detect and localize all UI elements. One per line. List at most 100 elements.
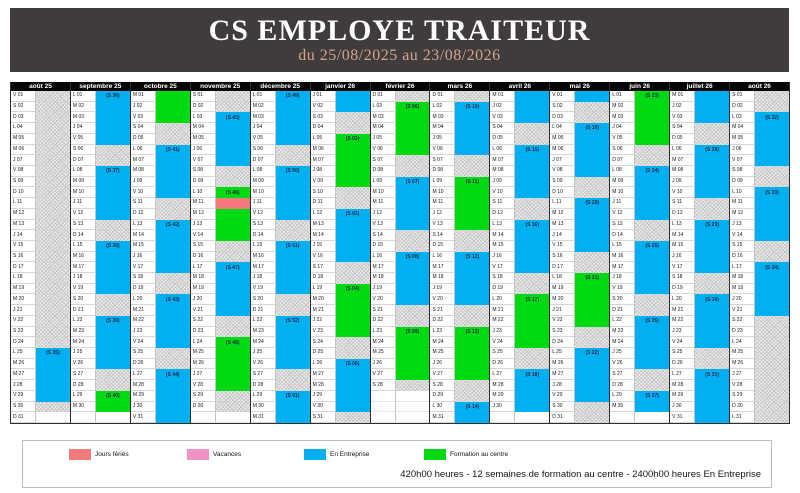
day-label-cell: V 03 <box>670 112 696 124</box>
day-row: D 25 <box>310 348 370 359</box>
day-label-cell: M 18 <box>730 273 756 284</box>
day-row: M 23 <box>70 326 130 338</box>
week-number-label: (S 30) <box>705 296 719 303</box>
day-status-cell <box>36 187 70 199</box>
day-status-cell <box>335 123 370 134</box>
day-label-cell: J 16 <box>130 251 156 263</box>
week-number-label: (S 02) <box>345 136 360 143</box>
day-label-cell: D 26 <box>490 358 516 370</box>
month-header: octobre 25 <box>130 82 190 91</box>
day-label-cell: S 24 <box>310 337 336 349</box>
day-row: L 30 (S 14) <box>430 401 490 413</box>
day-label-cell: L 10 <box>190 187 216 199</box>
day-label-cell: J 27 <box>730 369 756 381</box>
day-label-cell: J 11 <box>250 198 276 209</box>
day-row: D 31 <box>550 412 610 423</box>
day-row: M 12 <box>550 208 610 220</box>
day-label-cell: V 10 <box>490 187 516 199</box>
day-label-cell: L 11 <box>550 198 576 209</box>
day-row: J 11 <box>250 198 310 209</box>
day-row: D 14 <box>70 230 130 241</box>
day-row: D 11 <box>310 198 370 209</box>
day-status-cell <box>215 123 250 134</box>
day-row: J 26 <box>370 358 430 370</box>
day-row: V 21 <box>730 305 789 316</box>
day-row: M 05 <box>190 133 250 145</box>
month-body: L 01 (S 49) M 02 M 03 J 04 V 05 S 06 D 07 L 08 (S… <box>250 91 310 424</box>
day-row: M 17 <box>430 262 490 274</box>
day-row: S 22 <box>190 315 250 327</box>
day-row: S 21 <box>430 305 490 316</box>
day-status-cell <box>155 123 190 134</box>
day-status-cell <box>335 412 370 423</box>
day-label-cell: L 13 <box>130 219 156 231</box>
week-number-label: (S 21) <box>585 275 600 282</box>
day-row: J 19 <box>430 283 490 295</box>
day-status-cell <box>155 390 190 402</box>
day-status-cell <box>395 187 430 199</box>
day-label-cell: S 27 <box>70 369 96 381</box>
day-status-cell <box>635 283 670 295</box>
day-label-cell: M 10 <box>610 187 636 199</box>
day-status-cell <box>635 208 670 220</box>
day-status-cell <box>395 380 430 391</box>
day-row: V 07 <box>190 155 250 166</box>
day-row: L 22 (S 39) <box>70 315 130 327</box>
day-status-cell <box>455 337 490 349</box>
day-row: L 03 (S 45) <box>190 112 250 124</box>
month-column: août 25 V 01 S 02 D 03 L 04 M 05 M 06 J 07 V 08 S… <box>10 82 71 424</box>
day-row: M 22 <box>670 315 730 327</box>
day-label-cell: S 13 <box>610 219 636 231</box>
day-label-cell: L 27 <box>670 369 696 381</box>
day-status-cell <box>755 380 789 391</box>
day-status-cell: (S 30) <box>695 294 730 306</box>
day-status-cell <box>755 390 789 402</box>
day-label-cell: M 19 <box>550 283 576 295</box>
day-label-cell: D 02 <box>190 101 216 113</box>
day-row: D 23 <box>730 326 789 338</box>
day-row: J 06 <box>730 144 789 156</box>
day-row: M 11 <box>190 198 250 209</box>
day-row: S 23 <box>550 326 610 338</box>
day-label-cell: V 13 <box>370 219 396 231</box>
day-status-cell <box>515 123 550 134</box>
day-row: M 10 <box>430 187 490 199</box>
day-label-cell: L 31 <box>730 412 756 423</box>
day-status-cell <box>515 208 550 220</box>
day-row: V 27 <box>370 369 430 381</box>
day-status-cell <box>155 176 190 188</box>
day-label-cell: M 06 <box>11 144 36 156</box>
day-status-cell <box>455 208 490 220</box>
day-row: M 15 <box>130 240 190 252</box>
day-label-cell: J 19 <box>370 283 396 295</box>
day-status-cell <box>36 294 70 306</box>
day-label-cell: J 09 <box>130 176 156 188</box>
day-status-cell <box>215 348 250 359</box>
day-label-cell: M 19 <box>190 283 216 295</box>
day-status-cell <box>275 208 310 220</box>
day-label-cell: M 04 <box>730 123 756 134</box>
day-row: S 07 <box>430 155 490 166</box>
day-row: L 18 <box>11 273 70 284</box>
day-status-cell <box>95 230 130 241</box>
week-number-label: (S 29) <box>705 221 719 228</box>
day-label-cell: L 13 <box>670 219 696 231</box>
day-status-cell: (S 08) <box>395 251 430 263</box>
day-row: V 17 <box>130 262 190 274</box>
day-status-cell: (S 09) <box>395 326 430 338</box>
day-label-cell: J 15 <box>310 240 336 252</box>
day-status-cell: (S 13) <box>455 326 490 338</box>
day-status-cell: (S 28) <box>695 144 730 156</box>
day-row: L 15 (S 25) <box>610 240 670 252</box>
day-row: J 21 <box>550 305 610 316</box>
day-label-cell: S 06 <box>610 144 636 156</box>
day-row <box>370 412 430 423</box>
day-row: V 07 <box>730 155 789 166</box>
day-status-cell <box>275 401 310 413</box>
day-row: S 03 <box>310 112 370 124</box>
day-label-cell: L 27 <box>490 369 516 381</box>
day-label-cell: L 09 <box>370 176 396 188</box>
day-row: S 15 <box>190 240 250 252</box>
day-row: J 25 <box>250 348 310 359</box>
day-label-cell: L 01 <box>70 91 96 102</box>
